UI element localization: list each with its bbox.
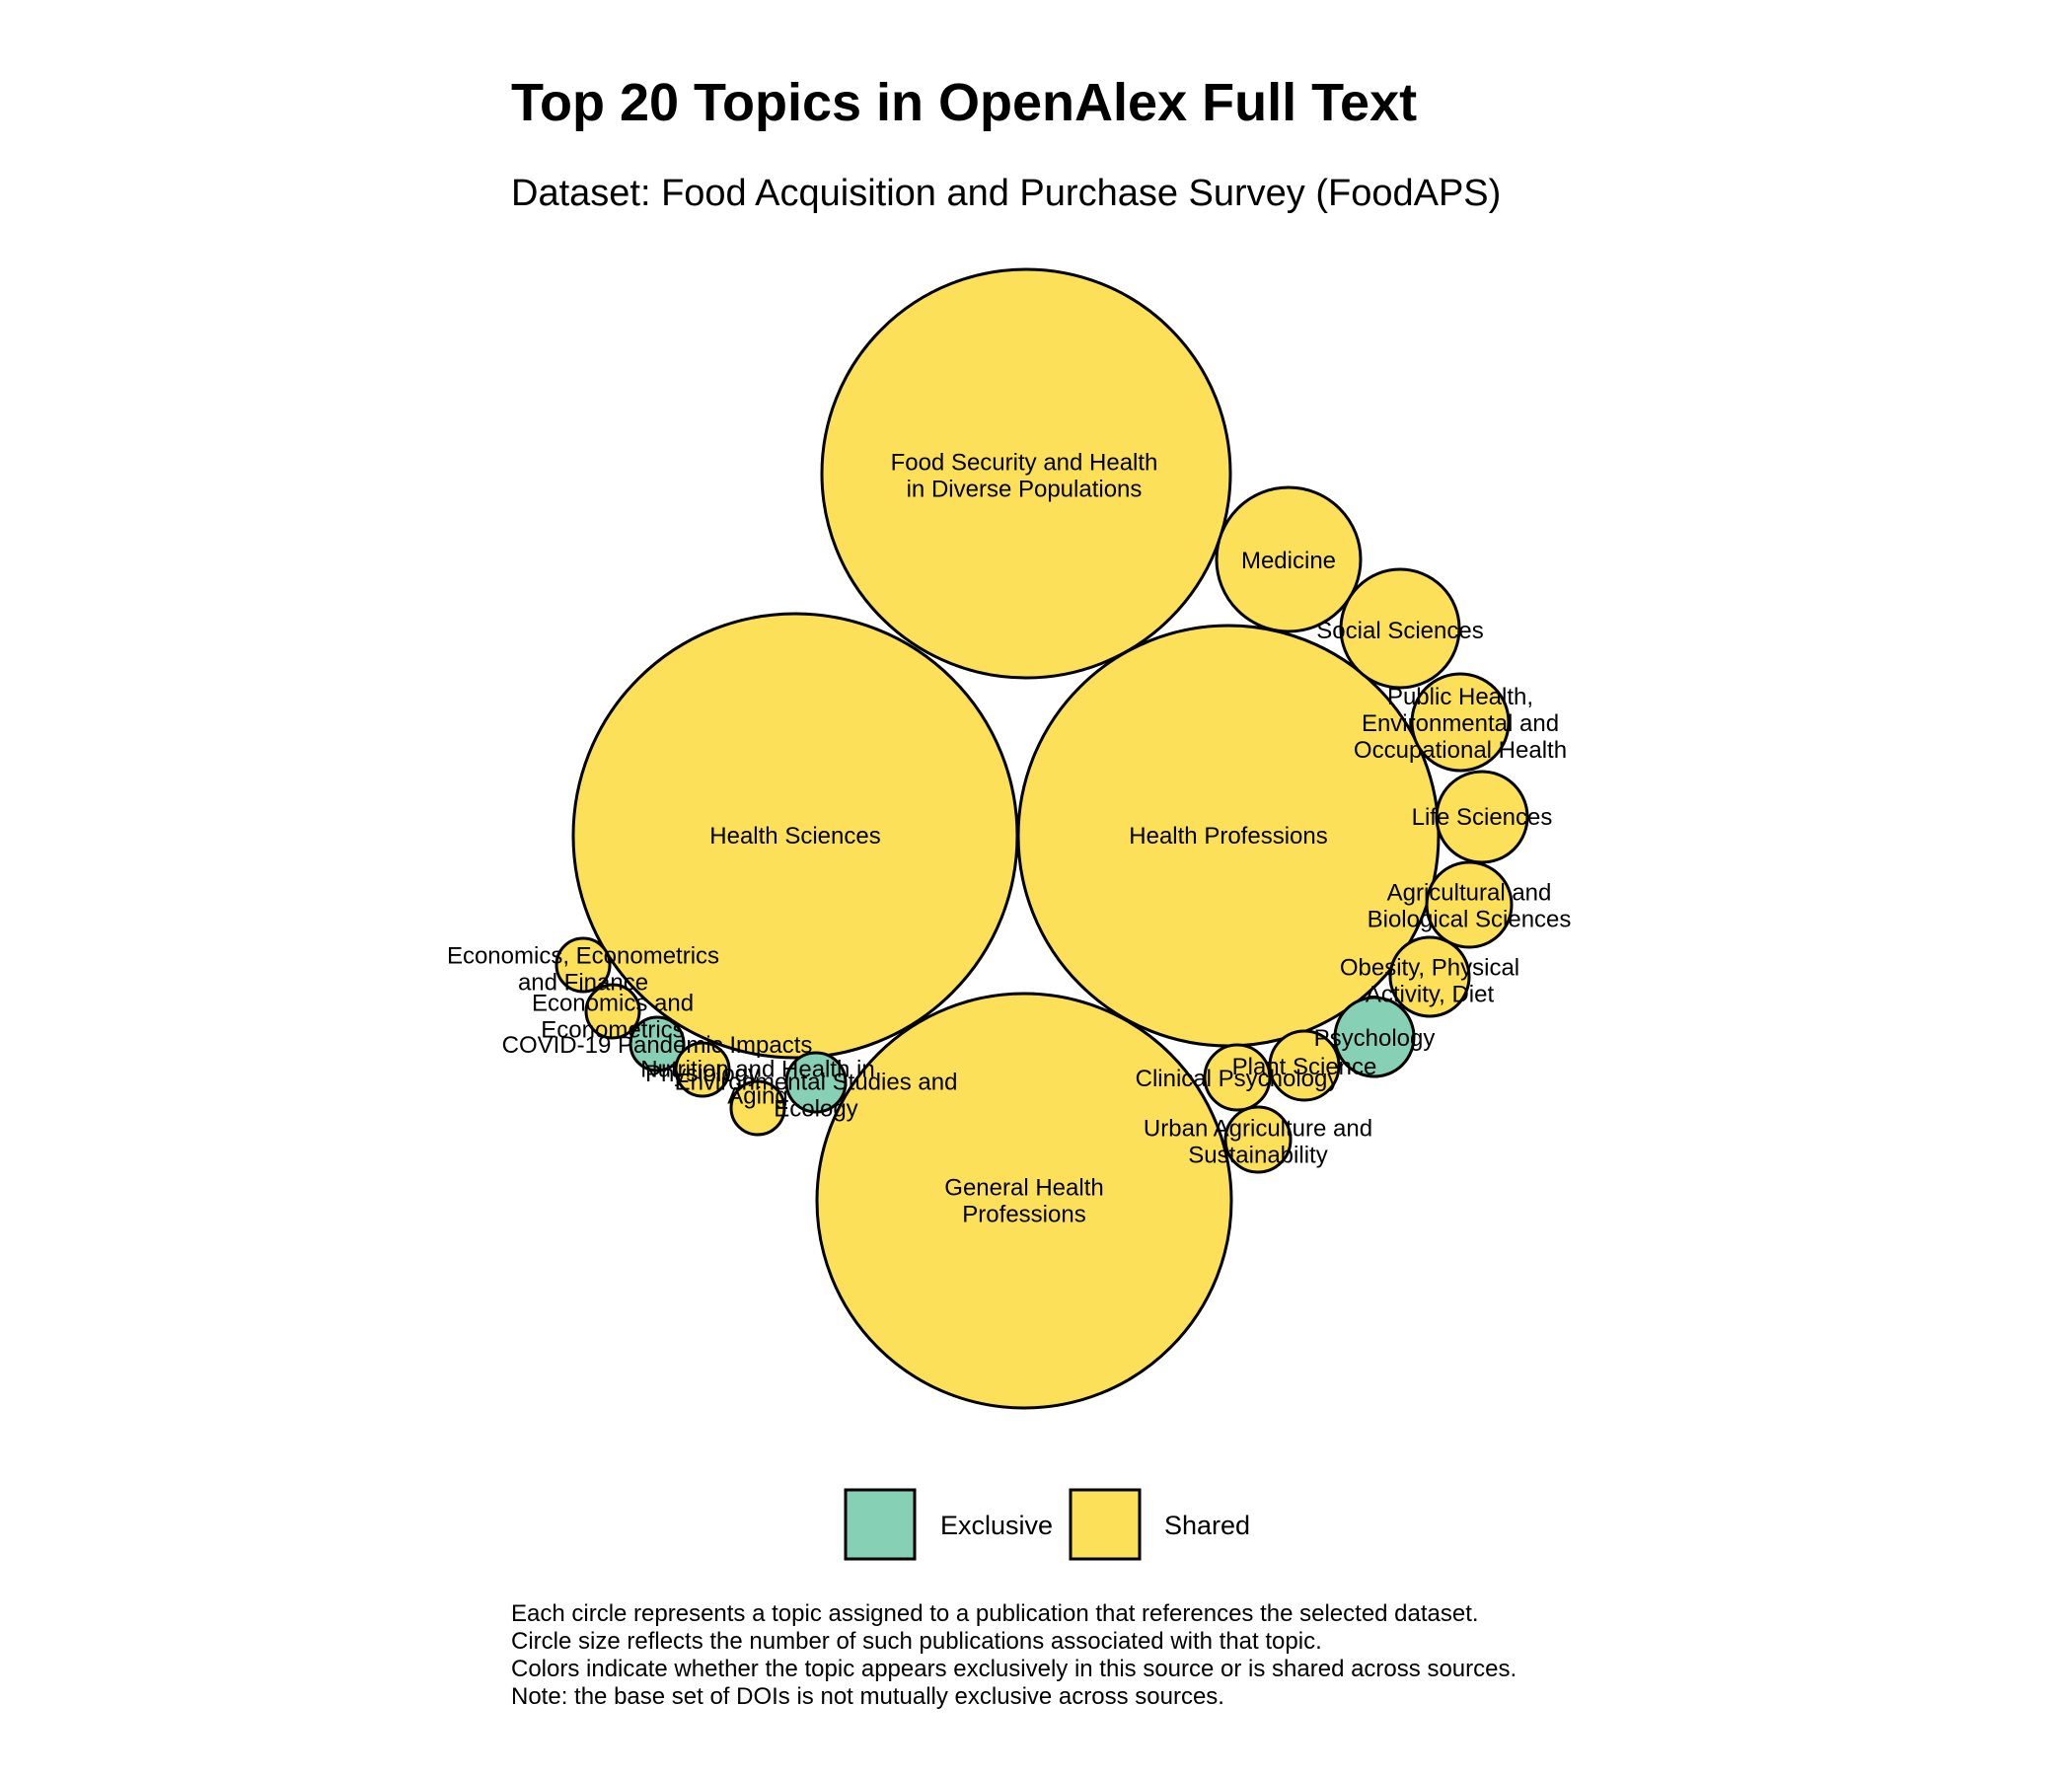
bubble-label: Obesity, Physical Activity, Diet (1340, 955, 1519, 1008)
bubble-label: Economics, Econometrics and Finance (447, 943, 719, 997)
bubble-public-health-environmental-and-occupational-health (1410, 672, 1511, 773)
legend: Exclusive Shared (844, 1488, 1250, 1561)
bubble-labels-group: Food Security and Health in Diverse Popul… (447, 450, 1571, 1228)
bubble-label: Health Professions (1129, 823, 1327, 850)
legend-swatch-exclusive (844, 1488, 917, 1561)
bubble-label: General Health Professions (944, 1175, 1103, 1228)
caption-line-4: Note: the base set of DOIs is not mutual… (511, 1683, 1224, 1710)
bubble-obesity-physical-activity-diet (1388, 935, 1471, 1018)
bubble-label-line: Life Sciences (1412, 804, 1553, 831)
bubble-label: Psychology (1314, 1025, 1436, 1052)
chart-subtitle: Dataset: Food Acquisition and Purchase S… (511, 173, 1501, 214)
bubble-label: Life Sciences (1412, 804, 1553, 831)
bubble-economics-and-econometrics (584, 983, 641, 1040)
caption-line-2: Circle size reflects the number of such … (511, 1628, 1322, 1655)
bubble-label-line: Ecology (774, 1096, 857, 1123)
bubble-label-line: Sustainability (1188, 1143, 1327, 1169)
bubble-label-line: Economics, Econometrics (447, 943, 719, 970)
bubble-nutrition-and-health-in-aging (729, 1079, 786, 1137)
bubble-label-line: Agricultural and (1387, 880, 1552, 907)
bubble-label-line: Health Professions (1129, 823, 1327, 850)
bubble-label: Medicine (1241, 548, 1336, 574)
bubble-economics-econometrics-and-finance (555, 936, 612, 994)
bubble-social-sciences (1339, 567, 1461, 690)
legend-swatch-shared (1069, 1488, 1142, 1561)
bubble-life-sciences (1435, 770, 1529, 864)
bubble-label-line: Physiology (645, 1061, 760, 1087)
bubble-label-line: Biological Sciences (1368, 907, 1572, 933)
bubble-label: Physiology (645, 1061, 760, 1087)
bubble-general-health-professions (815, 992, 1233, 1410)
bubble-food-security-and-health-in-diverse-populations (820, 267, 1232, 680)
bubble-label-line: Health Sciences (709, 823, 880, 850)
bubble-label-line: Food Security and Health (891, 450, 1158, 477)
bubble-label: Urban Agriculture and Sustainability (1144, 1116, 1372, 1169)
bubble-label: Public Health, Environmental and Occupatio… (1354, 684, 1567, 764)
bubble-label: Environmental Studies and Ecology (675, 1070, 958, 1123)
bubble-clinical-psychology (1203, 1043, 1272, 1112)
bubble-psychology (1333, 996, 1416, 1078)
bubble-label-line: Psychology (1314, 1025, 1436, 1052)
bubble-plant-science (1268, 1029, 1341, 1102)
bubble-label: Plant Science (1232, 1054, 1377, 1080)
caption: Each circle represents a topic assigned … (511, 1600, 1517, 1710)
bubble-label: COVID-19 Pandemic Impacts (502, 1032, 813, 1059)
bubble-covid-19-pandemic-impacts (629, 1015, 686, 1073)
bubble-label-line: Economics and (532, 991, 694, 1017)
bubble-urban-agriculture-and-sustainability (1223, 1105, 1293, 1174)
legend-label-shared: Shared (1164, 1511, 1250, 1540)
bubble-label: Nutrition and Health in Aging (640, 1057, 874, 1110)
bubble-label-line: Medicine (1241, 548, 1336, 574)
bubble-label-line: Environmental and (1362, 710, 1559, 737)
bubble-label-line: Occupational Health (1354, 737, 1567, 764)
bubble-label-line: Activity, Diet (1366, 982, 1495, 1008)
legend-label-exclusive: Exclusive (940, 1511, 1053, 1540)
bubble-label-line: COVID-19 Pandemic Impacts (502, 1032, 813, 1059)
caption-line-1: Each circle represents a topic assigned … (511, 1600, 1479, 1627)
bubble-label-line: and Finance (518, 970, 648, 997)
chart-title: Top 20 Topics in OpenAlex Full Text (511, 73, 1417, 132)
bubble-label-line: Clinical Psychology (1136, 1066, 1340, 1092)
bubble-medicine (1215, 485, 1363, 633)
bubbles-group (555, 267, 1529, 1410)
bubble-label-line: Environmental Studies and (675, 1070, 958, 1096)
bubble-label: Clinical Psychology (1136, 1066, 1340, 1092)
bubble-label-line: Professions (962, 1202, 1085, 1228)
bubble-label-line: Nutrition and Health in (640, 1057, 874, 1083)
bubble-label-line: General Health (944, 1175, 1103, 1202)
bubble-label-line: Obesity, Physical (1340, 955, 1519, 982)
caption-line-3: Colors indicate whether the topic appear… (511, 1656, 1517, 1682)
bubble-label: Health Sciences (709, 823, 880, 850)
bubble-label: Economics and Econometrics (532, 991, 694, 1044)
bubble-label: Agricultural and Biological Sciences (1368, 880, 1572, 933)
bubble-label-line: in Diverse Populations (907, 477, 1143, 503)
bubble-label-line: Econometrics (541, 1017, 684, 1044)
bubble-label: Social Sciences (1316, 618, 1483, 644)
bubble-label: Food Security and Health in Diverse Popul… (891, 450, 1158, 503)
bubble-label-line: Public Health, (1387, 684, 1533, 710)
bubble-environmental-studies-and-ecology (784, 1051, 848, 1114)
bubble-agricultural-and-biological-sciences (1425, 860, 1514, 949)
bubble-label-line: Plant Science (1232, 1054, 1377, 1080)
bubble-label-line: Aging (727, 1083, 787, 1110)
bubble-physiology (674, 1041, 731, 1098)
bubble-label-line: Social Sciences (1316, 618, 1483, 644)
bubble-label-line: Urban Agriculture and (1144, 1116, 1372, 1143)
